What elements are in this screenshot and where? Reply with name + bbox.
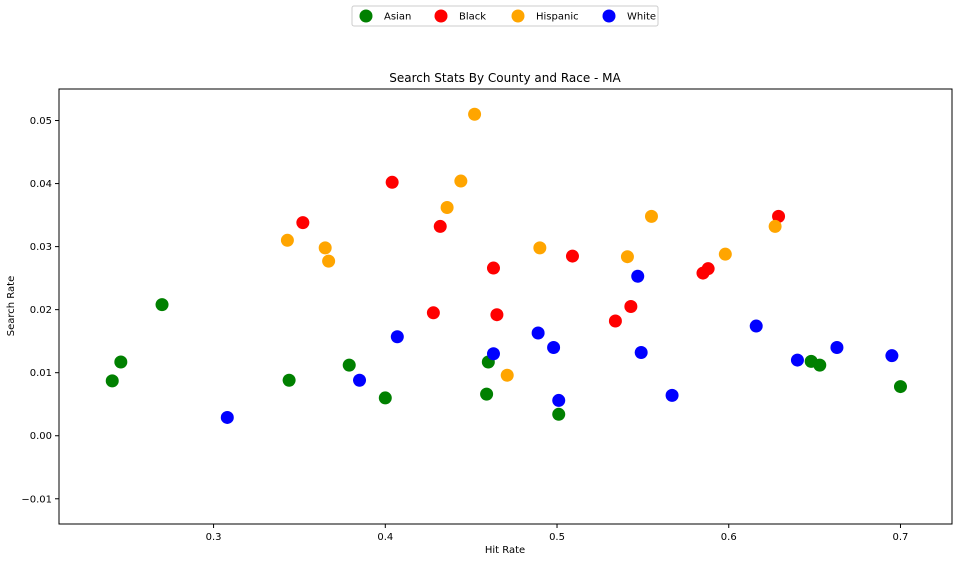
point-white <box>634 346 648 360</box>
legend-marker-black <box>434 9 448 23</box>
point-white <box>531 326 545 340</box>
point-hispanic <box>768 219 782 233</box>
point-asian <box>105 374 119 388</box>
y-tick-label: 0.04 <box>30 179 52 190</box>
y-axis: −0.01 0.00 0.01 0.02 0.03 0.04 0.05 <box>21 116 59 505</box>
legend-label-hispanic: Hispanic <box>536 12 579 23</box>
point-white <box>665 388 679 402</box>
legend-label-white: White <box>627 12 656 23</box>
point-hispanic <box>620 250 634 264</box>
point-asian <box>342 358 356 372</box>
point-white <box>220 410 234 424</box>
y-axis-label: Search Rate <box>6 276 17 336</box>
point-hispanic <box>644 209 658 223</box>
point-white <box>547 340 561 354</box>
y-tick-label: 0.03 <box>30 242 52 253</box>
point-asian <box>282 373 296 387</box>
point-hispanic <box>454 174 468 188</box>
point-black <box>490 308 504 322</box>
x-tick-label: 0.4 <box>377 532 393 543</box>
point-asian <box>480 387 494 401</box>
y-tick-label: 0.01 <box>30 368 52 379</box>
x-tick-label: 0.6 <box>721 532 737 543</box>
point-hispanic <box>718 247 732 261</box>
point-hispanic <box>280 233 294 247</box>
legend-box <box>351 5 659 27</box>
legend-label-asian: Asian <box>384 12 411 23</box>
point-black <box>565 249 579 263</box>
chart-title: Search Stats By County and Race - MA <box>389 71 621 85</box>
y-tick-label: 0.00 <box>30 431 52 442</box>
point-asian <box>552 407 566 421</box>
y-tick-label: 0.02 <box>30 305 52 316</box>
x-tick-label: 0.5 <box>549 532 565 543</box>
point-white <box>631 269 645 283</box>
x-tick-label: 0.3 <box>206 532 222 543</box>
legend-label-black: Black <box>459 12 486 23</box>
point-asian <box>893 380 907 394</box>
point-asian <box>813 358 827 372</box>
point-black <box>433 219 447 233</box>
point-hispanic <box>318 241 332 255</box>
point-hispanic <box>322 254 336 268</box>
point-white <box>390 330 404 344</box>
point-white <box>552 393 566 407</box>
legend-marker-asian <box>359 9 373 23</box>
point-asian <box>378 391 392 405</box>
point-white <box>353 373 367 387</box>
point-black <box>486 261 500 275</box>
legend-marker-hispanic <box>511 9 525 23</box>
plot-frame <box>58 88 953 525</box>
point-black <box>772 209 786 223</box>
point-hispanic <box>533 241 547 255</box>
point-white <box>749 319 763 333</box>
point-hispanic <box>440 201 454 215</box>
point-asian <box>114 355 128 369</box>
legend-marker-white <box>602 9 616 23</box>
y-tick-label: −0.01 <box>21 494 52 505</box>
point-white <box>486 347 500 361</box>
point-white <box>885 349 899 363</box>
data-points <box>105 107 907 424</box>
point-black <box>608 314 622 328</box>
point-black <box>426 306 440 320</box>
point-hispanic <box>468 107 482 121</box>
point-black <box>624 300 638 313</box>
point-white <box>790 353 804 367</box>
point-black <box>385 175 399 189</box>
point-white <box>830 340 844 354</box>
x-axis-label: Hit Rate <box>485 545 525 556</box>
x-axis: 0.3 0.4 0.5 0.6 0.7 <box>206 524 909 543</box>
point-hispanic <box>500 368 514 382</box>
x-tick-label: 0.7 <box>893 532 909 543</box>
point-asian <box>155 298 169 312</box>
y-tick-label: 0.05 <box>30 116 52 127</box>
point-black <box>701 262 715 276</box>
legend: Asian Black Hispanic White <box>351 5 659 27</box>
point-black <box>296 216 310 230</box>
